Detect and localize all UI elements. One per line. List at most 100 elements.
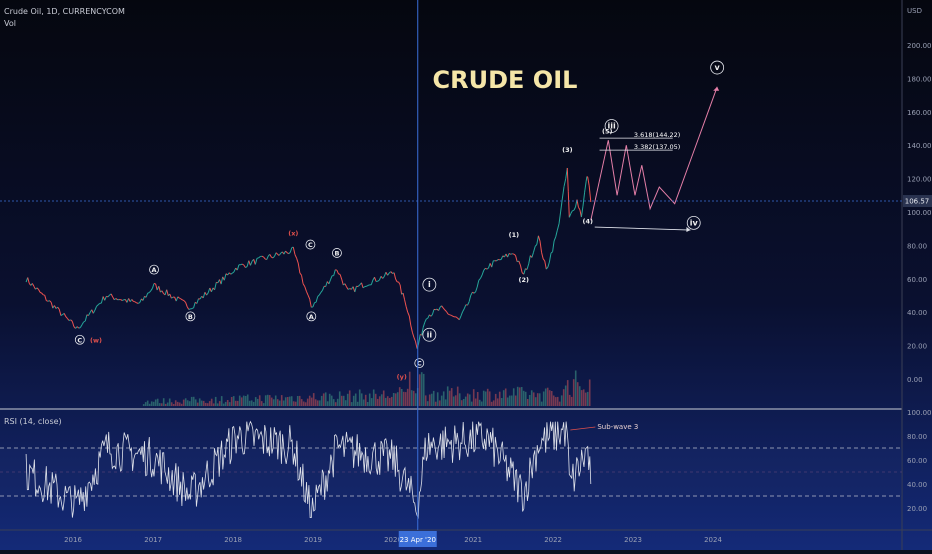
volume-bar [279,401,281,406]
price-segment [306,291,308,295]
volume-bar [447,386,449,406]
price-segment [71,320,73,322]
volume-bar [377,399,379,406]
volume-bar [533,392,535,406]
price-segment [98,303,100,304]
price-segment [318,295,320,297]
volume-bar [443,391,445,406]
volume-bar [201,401,203,406]
volume-bar [555,397,557,406]
wave-label: (1) [509,231,519,239]
price-segment [242,264,244,265]
current-price-badge[interactable]: 106.57 [903,195,932,207]
price-segment [319,292,321,295]
price-segment [184,301,186,303]
price-segment [237,265,239,270]
volume-bar [407,389,409,406]
volume-bar [521,387,523,406]
volume-bar [451,388,453,406]
volume-bar [281,395,283,406]
volume-bar [517,387,519,406]
projection-path: 3.618(144.22)3.382(137.05) [591,87,719,232]
volume-bar [387,396,389,406]
price-segment [300,273,302,275]
price-segment [391,272,393,274]
price-segment [384,272,386,276]
price-segment [247,261,249,267]
price-segment [267,256,269,260]
volume-bar [397,392,399,406]
price-segment [37,288,39,290]
price-segment [545,261,547,269]
price-segment [80,325,82,328]
volume-bar [335,402,337,406]
volume-bar [557,397,559,406]
price-segment [571,211,573,214]
volume-bar [211,399,213,406]
price-segment [366,285,368,286]
volume-bar [409,372,411,406]
wave-label: C [77,336,82,344]
price-segment [187,307,189,310]
volume-bar [169,399,171,407]
price-segment [156,284,158,290]
price-series [26,168,591,349]
price-segment [375,277,377,281]
price-segment [244,265,246,268]
price-segment [337,270,339,274]
volume-bar [489,391,491,406]
volume-bar [191,397,193,406]
volume-bar [337,399,339,406]
rsi-legend[interactable]: RSI (14, close) [4,417,62,426]
volume-legend[interactable]: Vol [4,19,16,28]
symbol-header[interactable]: Crude Oil, 1D, CURRENCYCOM [4,7,125,16]
price-segment [428,315,430,318]
crosshair-date-badge[interactable]: 23 Apr '20 [399,531,437,547]
price-segment [347,287,349,290]
price-segment [583,192,585,206]
price-segment [355,286,357,292]
volume-bar [249,401,251,406]
volume-bar [477,392,479,406]
wave-label: (y) [397,373,407,381]
volume-bar [473,389,475,406]
price-segment [140,299,142,303]
price-segment [476,287,478,292]
volume-bar [433,391,435,406]
price-segment [97,305,99,307]
price-segment [548,262,550,267]
volume-bar [485,392,487,407]
volume-bar [233,396,235,406]
volume-bar [503,390,505,406]
volume-bar [165,404,167,406]
price-tick: 200.00 [907,42,932,50]
price-tick: 20.00 [907,343,927,351]
rsi-tick: 40.00 [907,481,927,489]
price-segment [542,253,544,259]
price-segment [403,293,405,300]
volume-bar [471,402,473,406]
volume-bar [507,398,509,407]
price-axis: 200.00180.00160.00140.00120.00100.0080.0… [907,42,932,384]
volume-bar [163,398,165,406]
volume-bar [565,386,567,407]
projection-line [591,87,717,221]
volume-bar [403,392,405,406]
price-segment [451,315,453,316]
volume-bar [523,391,525,406]
volume-bar [529,395,531,406]
price-segment [514,254,516,255]
price-segment [585,181,587,192]
price-segment [388,273,390,275]
volume-bar [333,399,335,406]
volume-bar [205,403,207,406]
price-tick: 100.00 [907,209,932,217]
volume-bar [457,387,459,406]
price-segment [234,268,236,272]
price-segment [137,303,139,304]
volume-bar [307,399,309,406]
price-segment [456,317,458,319]
volume-bar [553,396,555,407]
price-segment [394,273,396,279]
